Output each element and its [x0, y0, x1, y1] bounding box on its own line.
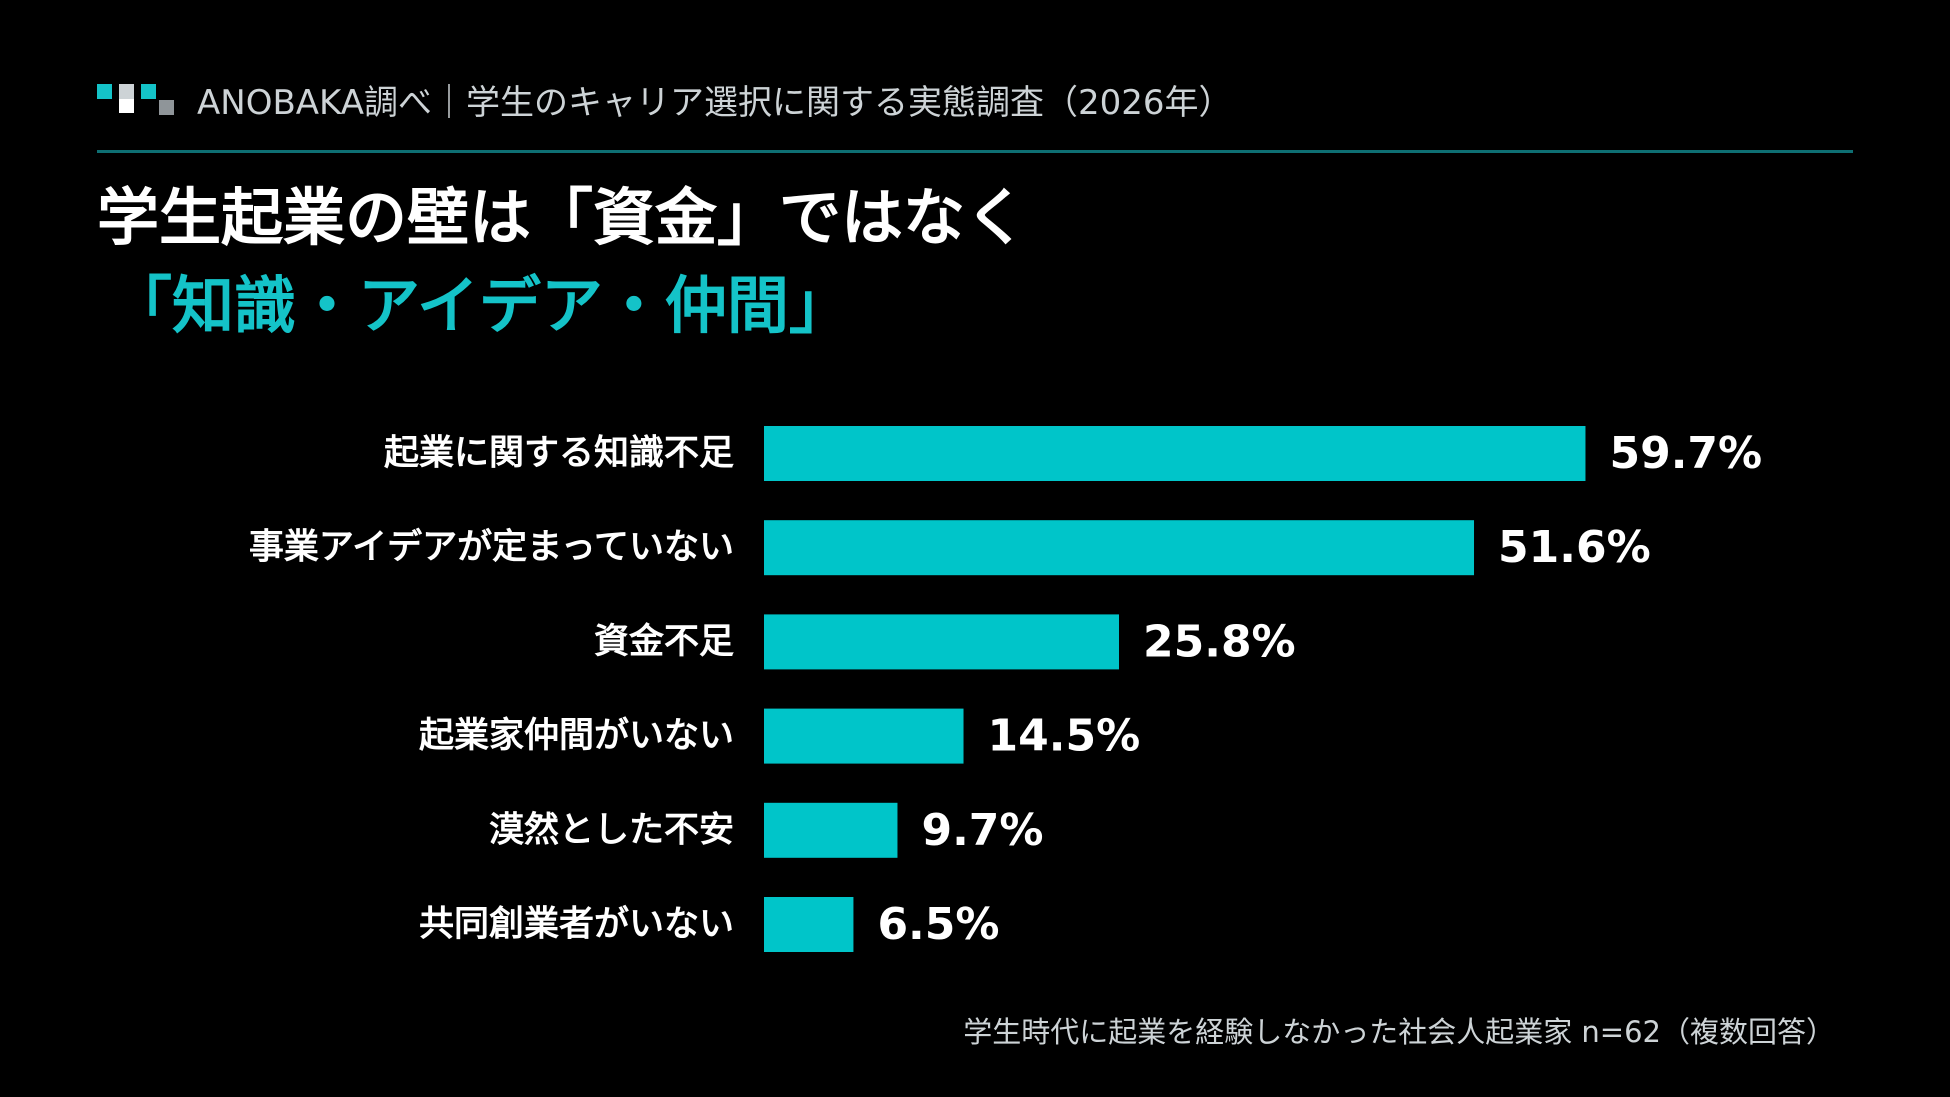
category-label: 事業アイデアが定まっていない: [249, 527, 734, 568]
logo-square-2: [119, 98, 134, 113]
category-label: 漠然とした不安: [489, 809, 734, 850]
bar: [764, 708, 964, 764]
anobaka-logo: [97, 84, 177, 124]
headline-line-2: 「知識・アイデア・仲間」: [110, 269, 851, 342]
headline-line-1: 学生起業の壁は「資金」ではなく: [97, 181, 1028, 254]
category-label: 資金不足: [594, 621, 734, 662]
logo-square-1: [97, 84, 112, 99]
value-label: 14.5%: [988, 711, 1141, 762]
value-label: 6.5%: [877, 899, 999, 950]
bar: [764, 802, 898, 858]
category-label: 起業家仲間がいない: [419, 716, 734, 756]
survey-footnote: 学生時代に起業を経験しなかった社会人起業家 n=62（複数回答）: [963, 1015, 1835, 1049]
value-label: 51.6%: [1498, 522, 1651, 573]
logo-square-3: [141, 84, 156, 99]
header-divider: [97, 150, 1853, 153]
logo-square-4: [119, 84, 134, 99]
value-label: 25.8%: [1143, 616, 1296, 667]
value-label: 59.7%: [1609, 428, 1762, 479]
value-label: 9.7%: [921, 805, 1043, 856]
bar: [764, 520, 1475, 576]
logo-square-5: [159, 100, 174, 115]
category-label: 起業に関する知識不足: [384, 434, 734, 474]
category-label: 共同創業者がいない: [419, 905, 734, 945]
bar: [764, 897, 854, 952]
source-line: ANOBAKA調べ｜学生のキャリア選択に関する実態調査（2026年）: [197, 83, 1233, 123]
bar: [764, 614, 1120, 670]
bar: [764, 426, 1586, 481]
